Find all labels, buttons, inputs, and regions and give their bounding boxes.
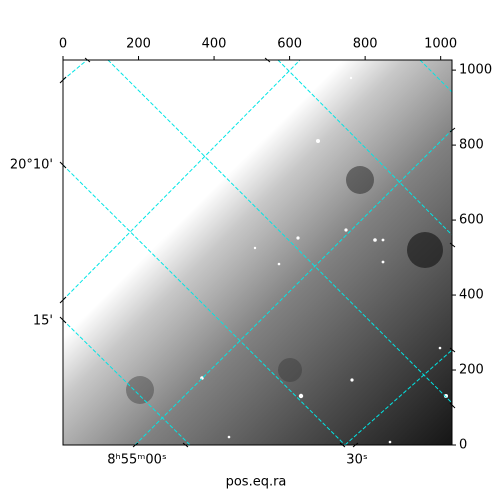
- x-tick-label: 800: [353, 37, 378, 52]
- x-tick-label: 0: [59, 37, 67, 52]
- wcs-x-label: 30ˢ: [346, 453, 368, 468]
- wcs-y-label: 15': [33, 314, 53, 329]
- x-tick-label: 1000: [424, 37, 457, 52]
- wcs-x-label: 8ʰ55ᵐ00ˢ: [107, 453, 167, 468]
- x-tick-label: 200: [126, 37, 151, 52]
- wcs-y-label: 20°10': [10, 158, 53, 173]
- x-axis-label: pos.eq.ra: [226, 475, 287, 490]
- image: [63, 60, 452, 445]
- y-tick-label: 400: [459, 288, 484, 303]
- y-tick-label: 0: [459, 438, 467, 453]
- plot-frame: [62, 59, 453, 446]
- wcs-tick-marks: [59, 57, 456, 448]
- y-tick-label: 200: [459, 363, 484, 378]
- y-tick-label: 600: [459, 213, 484, 228]
- x-tick-label: 600: [277, 37, 302, 52]
- y-tick-label: 800: [459, 138, 484, 153]
- y-tick-label: 1000: [459, 63, 492, 78]
- x-tick-label: 400: [202, 37, 227, 52]
